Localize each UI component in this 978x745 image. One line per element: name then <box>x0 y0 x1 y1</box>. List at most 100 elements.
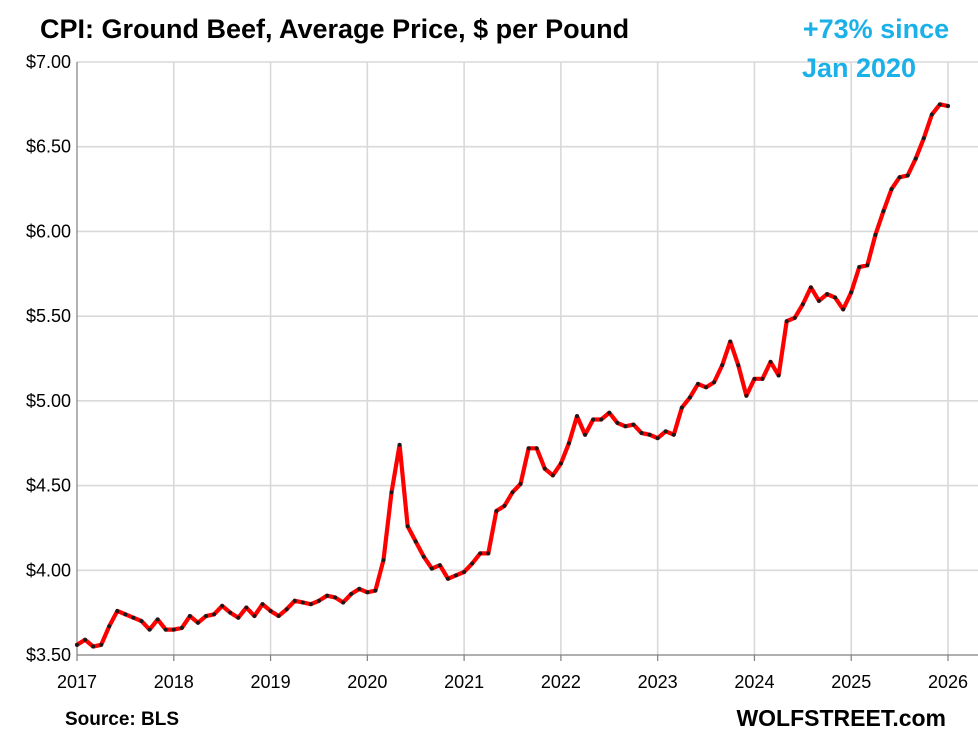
data-point <box>373 588 378 593</box>
y-tick-label: $7.00 <box>26 52 71 72</box>
data-point <box>107 624 112 629</box>
data-point <box>905 173 910 178</box>
data-point <box>671 432 676 437</box>
data-point <box>397 442 402 447</box>
data-point <box>462 569 467 574</box>
data-point <box>566 441 571 446</box>
data-point <box>494 508 499 513</box>
data-point <box>825 292 830 297</box>
x-tick-label: 2018 <box>154 672 194 692</box>
data-point <box>534 446 539 451</box>
data-point <box>712 380 717 385</box>
data-point <box>889 187 894 192</box>
y-tick-label: $6.00 <box>26 221 71 241</box>
annotation-line-1: +73% since <box>803 14 949 44</box>
data-point <box>381 558 386 563</box>
data-point <box>623 424 628 429</box>
data-point <box>728 339 733 344</box>
data-point <box>429 566 434 571</box>
x-tick-label: 2020 <box>347 672 387 692</box>
data-point <box>333 595 338 600</box>
data-point <box>833 295 838 300</box>
data-point <box>921 136 926 141</box>
y-tick-label: $6.50 <box>26 137 71 157</box>
data-point <box>679 405 684 410</box>
data-point <box>542 466 547 471</box>
y-gridlines <box>77 61 978 572</box>
data-point <box>83 637 88 642</box>
data-point <box>276 614 281 619</box>
x-tick-label: 2026 <box>928 672 968 692</box>
data-point <box>147 627 152 632</box>
data-point <box>704 385 709 390</box>
x-tick-label: 2022 <box>541 672 581 692</box>
data-point <box>736 363 741 368</box>
data-point <box>437 563 442 568</box>
data-point <box>937 102 942 107</box>
data-point <box>357 586 362 591</box>
data-point <box>784 319 789 324</box>
data-point <box>929 112 934 117</box>
data-point <box>139 619 144 624</box>
y-tick-labels: $3.50 $4.00 $4.50 $5.00 $5.50 $6.00 $6.50 $7.00 <box>26 52 71 665</box>
data-point <box>631 422 636 427</box>
data-point <box>583 432 588 437</box>
data-point <box>865 263 870 268</box>
data-point <box>212 612 217 617</box>
data-point <box>768 359 773 364</box>
data-point <box>341 600 346 605</box>
source-label: Source: BLS <box>65 709 179 730</box>
data-point <box>800 302 805 307</box>
data-point <box>502 503 507 508</box>
x-tick-labels: 2017 2018 2019 2020 2021 2022 2023 2024 2025 2026 <box>57 672 968 692</box>
data-point <box>526 446 531 451</box>
data-point <box>220 603 225 608</box>
y-tick-label: $4.00 <box>26 560 71 580</box>
data-point <box>486 551 491 556</box>
data-point <box>445 576 450 581</box>
data-point <box>720 363 725 368</box>
data-point <box>776 373 781 378</box>
data-point <box>881 209 886 214</box>
x-tick-label: 2024 <box>734 672 774 692</box>
y-tick-label: $3.50 <box>26 645 71 665</box>
data-point <box>405 524 410 529</box>
data-point <box>292 598 297 603</box>
data-point <box>389 490 394 495</box>
data-point <box>808 285 813 290</box>
y-tick-label: $4.50 <box>26 476 71 496</box>
x-tick-label: 2023 <box>638 672 678 692</box>
annotation-line-2: Jan 2020 <box>802 53 916 83</box>
data-point <box>792 315 797 320</box>
data-point <box>75 642 79 647</box>
data-point <box>454 573 459 578</box>
data-point <box>655 436 660 441</box>
data-point <box>365 590 370 595</box>
data-point <box>752 376 757 381</box>
data-point <box>171 627 176 632</box>
data-point <box>421 554 426 559</box>
series-markers <box>75 102 950 649</box>
data-point <box>268 608 273 613</box>
data-point <box>204 614 209 619</box>
x-tick-label: 2025 <box>831 672 871 692</box>
x-gridlines <box>76 62 949 661</box>
data-point <box>99 642 104 647</box>
data-point <box>123 612 128 617</box>
data-point <box>607 410 612 415</box>
x-tick-label: 2017 <box>57 672 97 692</box>
data-point <box>615 420 620 425</box>
data-point <box>260 602 265 607</box>
x-tick-label: 2019 <box>251 672 291 692</box>
data-point <box>91 644 96 649</box>
data-point <box>575 414 580 419</box>
data-point <box>558 461 563 466</box>
data-point <box>849 290 854 295</box>
data-point <box>284 607 289 612</box>
data-point <box>946 104 950 109</box>
data-point <box>316 598 321 603</box>
data-point <box>663 429 668 434</box>
data-point <box>873 232 878 237</box>
data-point <box>510 490 515 495</box>
